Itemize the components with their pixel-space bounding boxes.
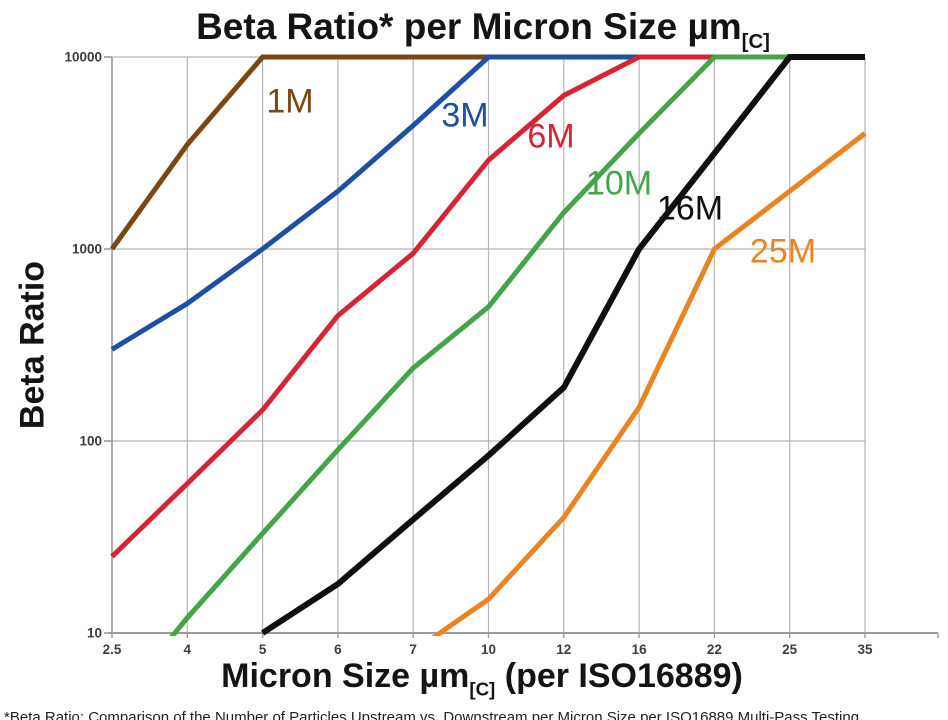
chart-title-text: Beta Ratio* per Micron Size µm (196, 6, 742, 47)
x-axis-title-subscript: [C] (469, 678, 496, 700)
chart-title: Beta Ratio* per Micron Size µm[C] (196, 6, 770, 54)
x-axis-title-suffix: (per ISO16889) (495, 657, 743, 695)
series-line-10m (169, 54, 865, 636)
x-axis-title-prefix: Micron Size µm (221, 657, 470, 695)
x-axis-title: Micron Size µm[C] (per ISO16889) (221, 657, 743, 700)
series-line-16m (260, 54, 865, 636)
chart-title-subscript: [C] (741, 31, 770, 54)
footnote-text-clipped: *Beta Ratio: Comparison of the Number of… (4, 709, 860, 720)
series-line-25m (431, 131, 867, 636)
